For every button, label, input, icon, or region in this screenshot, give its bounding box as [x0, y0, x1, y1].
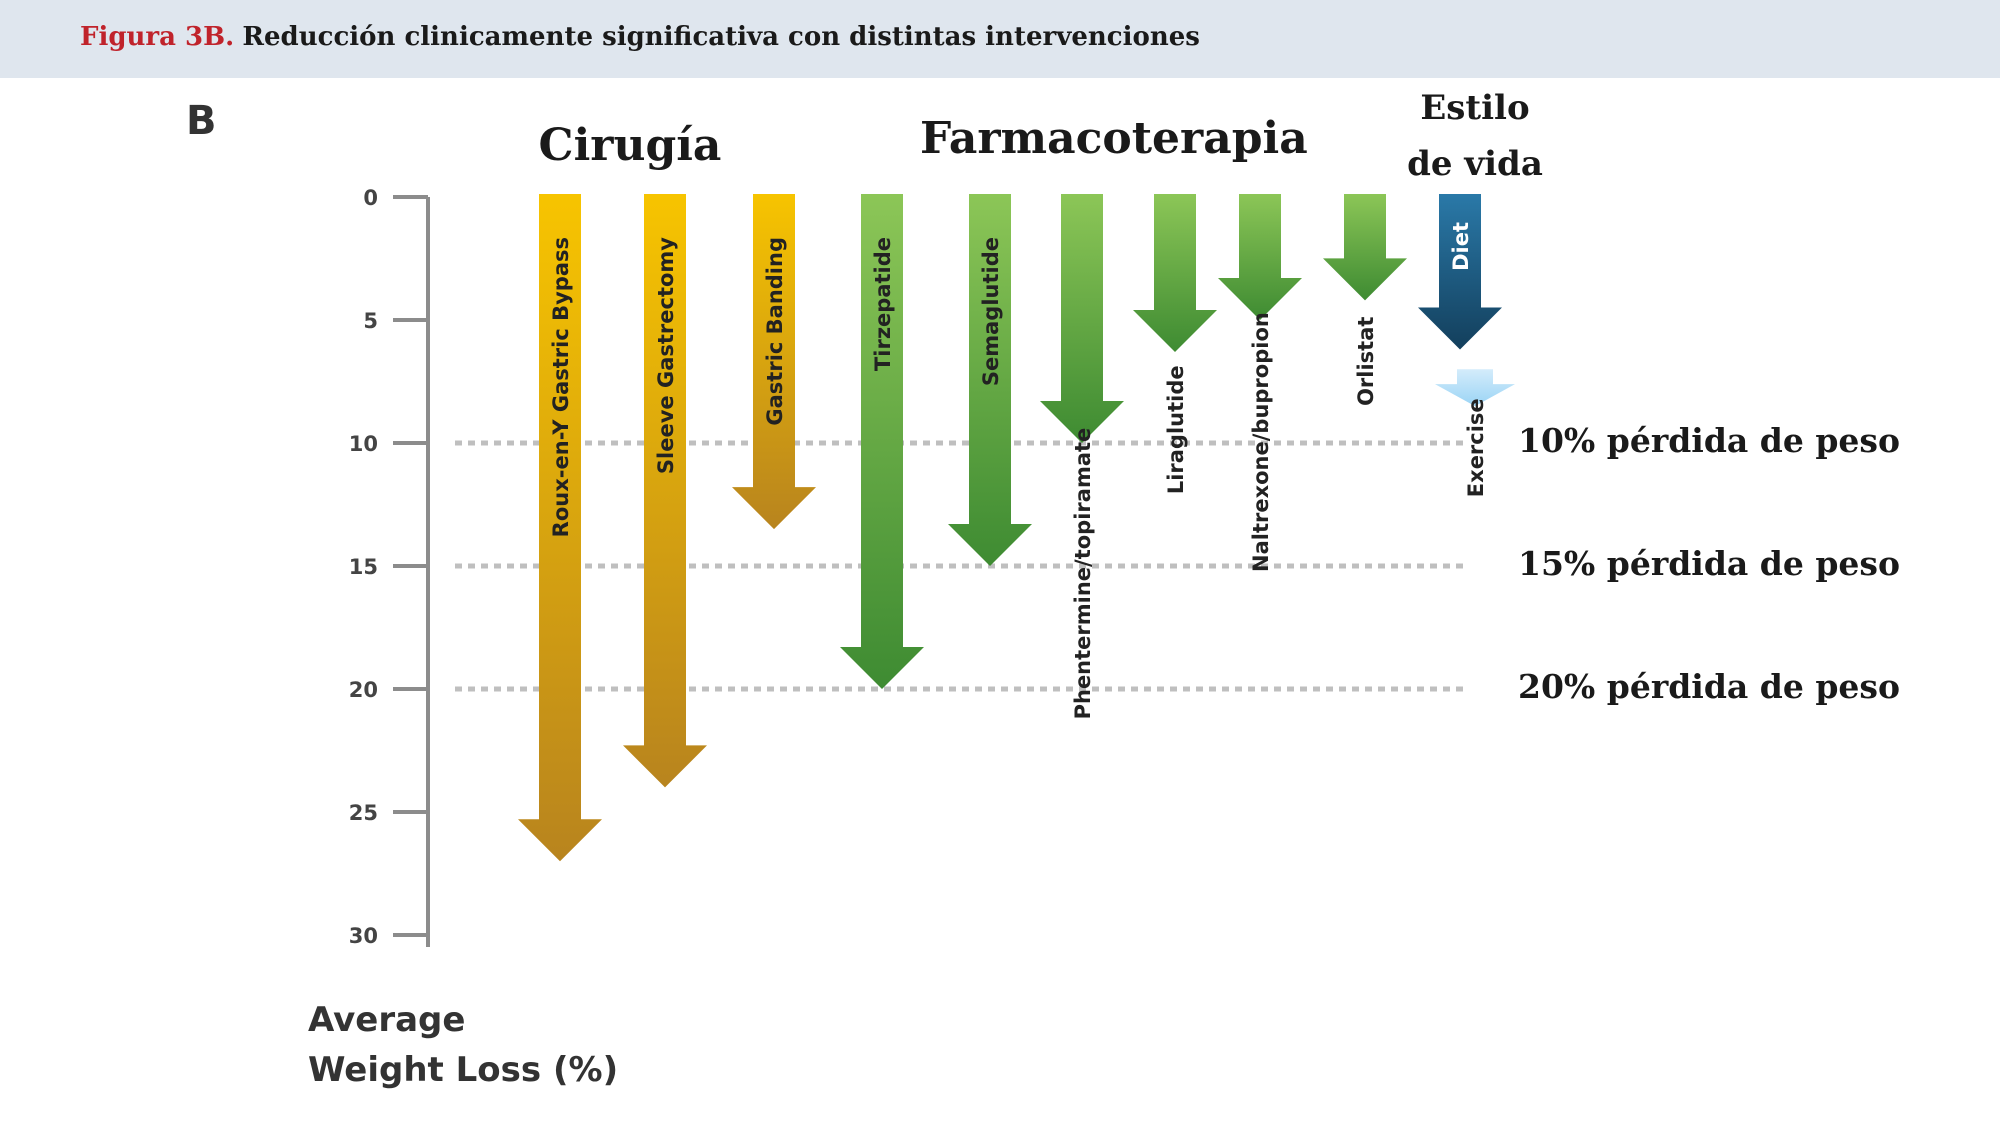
group-title-lifestyle-line1: Estilo [1420, 88, 1530, 128]
arrow-label-orlistat: Orlistat [1354, 317, 1378, 406]
arrow-exercise [1435, 369, 1515, 407]
group-title-lifestyle-line2: de vida [1407, 144, 1543, 184]
arrow-label-exercise: Exercise [1464, 398, 1488, 497]
reference-label-20: 20% pérdida de peso [1518, 667, 1900, 706]
arrow-label-gastric-banding: Gastric Banding [763, 237, 787, 426]
figure-header: Figura 3B. Reducción clinicamente signif… [0, 0, 2000, 78]
y-tick-label-15: 15 [349, 555, 378, 579]
arrow-label-roux-en-y-gastric-bypass: Roux-en-Y Gastric Bypass [549, 237, 573, 537]
group-title-lifestyle: Estilo de vida [1395, 80, 1555, 192]
arrow-tirzepatide [840, 194, 924, 689]
group-title-surgery: Cirugía [538, 120, 722, 171]
arrow-sleeve-gastrectomy [623, 194, 707, 788]
arrow-label-tirzepatide: Tirzepatide [871, 237, 895, 371]
figure-caption: Figura 3B. Reducción clinicamente signif… [80, 22, 1200, 52]
reference-label-10: 10% pérdida de peso [1518, 421, 1900, 460]
arrow-semaglutide [948, 194, 1032, 566]
arrow-naltrexone-bupropion [1218, 194, 1302, 320]
arrow-phentermine-topiramate [1040, 194, 1124, 443]
y-tick-label-0: 0 [363, 186, 378, 210]
y-tick-label-20: 20 [349, 678, 378, 702]
y-tick-label-25: 25 [349, 801, 378, 825]
y-axis-title-line1: Average [308, 1000, 466, 1040]
arrow-liraglutide [1133, 194, 1217, 352]
arrow-bars: Roux-en-Y Gastric Bypass Sleeve Gastrecto… [518, 194, 1515, 862]
arrow-label-semaglutide: Semaglutide [979, 237, 1003, 386]
y-axis-title: Average Weight Loss (%) [308, 995, 618, 1095]
group-title-pharmacotherapy: Farmacoterapia [920, 113, 1308, 164]
arrow-label-liraglutide: Liraglutide [1164, 365, 1188, 494]
arrow-label-sleeve-gastrectomy: Sleeve Gastrectomy [654, 237, 678, 474]
arrow-orlistat [1323, 194, 1407, 301]
arrow-diet [1418, 194, 1502, 350]
arrow-label-diet: Diet [1449, 222, 1473, 271]
arrow-label-naltrexone-bupropion: Naltrexone/bupropion [1249, 312, 1273, 572]
figure-title: Reducción clinicamente significativa con… [242, 22, 1200, 52]
y-tick-label-5: 5 [363, 309, 378, 333]
y-axis-title-line2: Weight Loss (%) [308, 1050, 619, 1090]
y-tick-label-30: 30 [349, 924, 378, 948]
figure-label: Figura 3B. [80, 22, 235, 52]
y-tick-label-10: 10 [349, 432, 378, 456]
reference-label-15: 15% pérdida de peso [1518, 544, 1900, 583]
y-axis: 0 5 10 15 20 25 30 [349, 186, 430, 948]
reference-lines [455, 440, 1465, 692]
arrow-roux-en-y-gastric-bypass [518, 194, 602, 862]
arrow-label-phentermine-topiramate: Phentermine/topiramate [1071, 428, 1095, 720]
arrow-gastric-banding [732, 194, 816, 530]
panel-letter: B [186, 98, 217, 144]
